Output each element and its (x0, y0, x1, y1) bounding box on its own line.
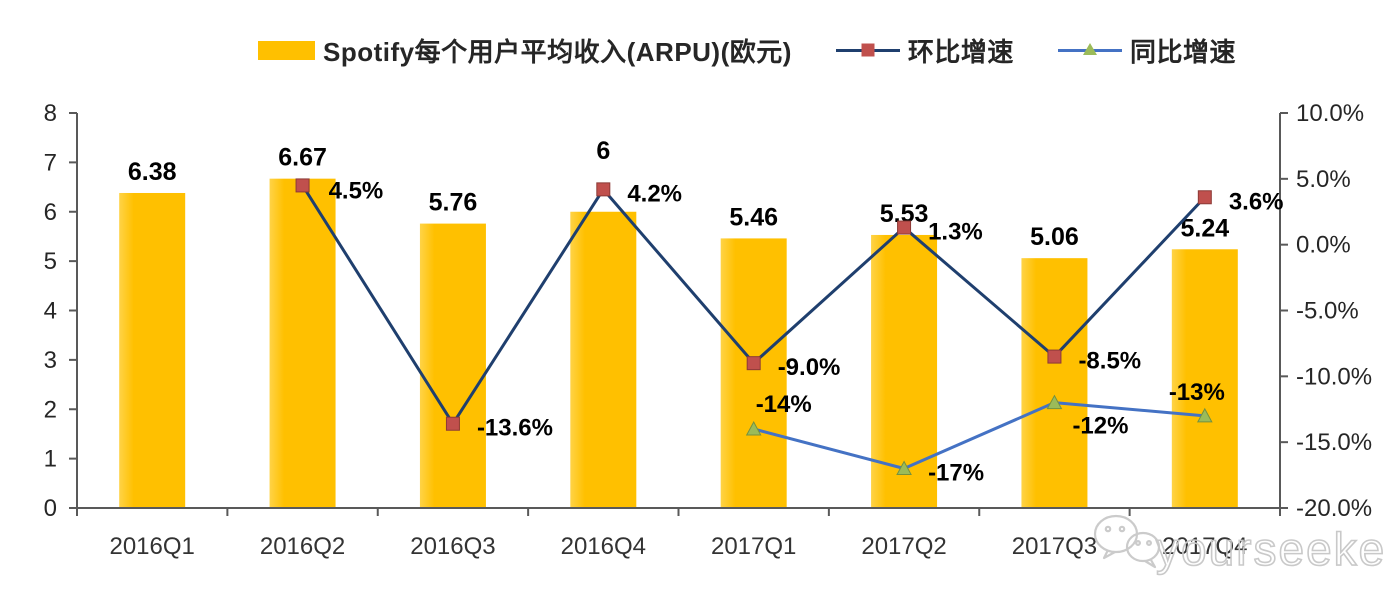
y-right-tick-label: -20.0% (1296, 495, 1372, 522)
y-left-tick-label: 6 (44, 199, 57, 226)
point-label-环比增速-2016Q3: -13.6% (477, 415, 553, 442)
bar-2017Q1 (720, 238, 787, 508)
x-axis-label: 2016Q1 (109, 533, 194, 560)
square-marker-2016Q3 (445, 416, 460, 431)
x-axis-label: 2017Q1 (711, 533, 796, 560)
y-left-tick-label: 2 (44, 396, 57, 423)
bar-label-2016Q2: 6.67 (278, 144, 327, 172)
bar-2016Q3 (419, 223, 486, 508)
point-label-环比增速-2016Q2: 4.5% (329, 177, 384, 204)
x-axis-label: 2016Q2 (260, 533, 345, 560)
y-left-tick-label: 0 (44, 495, 57, 522)
point-label-环比增速-2017Q2: 1.3% (928, 219, 983, 246)
legend-label-arpu: Spotify每个用户平均收入(ARPU)(欧元) (323, 36, 792, 67)
bar-swatch-icon (258, 40, 315, 60)
legend-label-qoq: 环比增速 (907, 36, 1014, 67)
triangle-marker-2017Q3 (1046, 394, 1063, 410)
y-left-tick-label: 4 (44, 298, 57, 325)
legend: Spotify每个用户平均收入(ARPU)(欧元) 环比增速 同比增速 (258, 33, 1236, 67)
bar-2016Q4 (570, 211, 637, 508)
x-axis-label: 2016Q3 (410, 533, 495, 560)
square-marker-2017Q1 (746, 356, 761, 371)
square-marker-2016Q4 (596, 182, 611, 197)
triangle-marker-2017Q4 (1196, 407, 1213, 423)
x-axis-label: 2017Q2 (861, 533, 946, 560)
bar-2016Q2 (269, 178, 336, 508)
point-label-同比增速-2017Q4: -13% (1169, 379, 1225, 406)
bar-label-2017Q4: 5.24 (1180, 214, 1229, 242)
legend-label-yoy: 同比增速 (1129, 36, 1236, 67)
y-left-tick-label: 3 (44, 347, 57, 374)
square-marker-2017Q4 (1197, 190, 1212, 205)
bar-label-2016Q4: 6 (596, 137, 610, 165)
x-axis-label: 2017Q4 (1162, 533, 1247, 560)
point-label-同比增速-2017Q3: -12% (1072, 413, 1128, 440)
bar-label-2016Q3: 5.76 (429, 189, 478, 217)
point-label-环比增速-2017Q1: -9.0% (778, 354, 841, 381)
bar-label-2017Q1: 5.46 (729, 203, 778, 231)
triangle-marker-2017Q2 (896, 460, 912, 475)
line-同比增速 (753, 401, 1205, 470)
y-right-tick-label: 0.0% (1296, 232, 1351, 259)
x-axis-label: 2016Q4 (561, 533, 646, 560)
legend-item-arpu[interactable]: Spotify每个用户平均收入(ARPU)(欧元) (258, 32, 792, 69)
y-left-tick-label: 1 (44, 446, 57, 473)
legend-item-qoq[interactable]: 环比增速 (835, 32, 1014, 69)
point-label-同比增速-2017Q2: -17% (928, 460, 984, 487)
point-label-同比增速-2017Q1: -14% (756, 391, 812, 418)
bar-label-2016Q1: 6.38 (128, 158, 177, 186)
line-triangle-marker-icon (1057, 40, 1122, 60)
bar-2017Q4 (1171, 249, 1238, 508)
bar-2017Q3 (1021, 258, 1088, 508)
y-left-tick-label: 5 (44, 248, 57, 275)
y-right-tick-label: 5.0% (1296, 166, 1351, 193)
point-label-环比增速-2017Q4: 3.6% (1229, 188, 1284, 215)
square-marker-2017Q2 (897, 220, 912, 235)
point-label-环比增速-2016Q4: 4.2% (627, 180, 682, 207)
y-left-tick-label: 7 (44, 149, 57, 176)
legend-item-yoy[interactable]: 同比增速 (1057, 32, 1236, 69)
y-right-tick-label: -5.0% (1296, 298, 1359, 325)
square-marker-2017Q3 (1047, 349, 1062, 364)
line-square-marker-icon (835, 40, 900, 60)
y-right-tick-label: 10.0% (1296, 100, 1364, 127)
point-label-环比增速-2017Q3: -8.5% (1078, 348, 1141, 375)
y-right-tick-label: -10.0% (1296, 363, 1372, 390)
bar-2016Q1 (119, 192, 186, 509)
y-left-tick-label: 8 (44, 100, 57, 127)
square-marker-2016Q2 (295, 178, 310, 193)
triangle-marker-2017Q1 (745, 420, 762, 436)
bar-label-2017Q3: 5.06 (1030, 223, 1079, 251)
y-right-tick-label: -15.0% (1296, 429, 1372, 456)
x-axis-label: 2017Q3 (1012, 533, 1097, 560)
